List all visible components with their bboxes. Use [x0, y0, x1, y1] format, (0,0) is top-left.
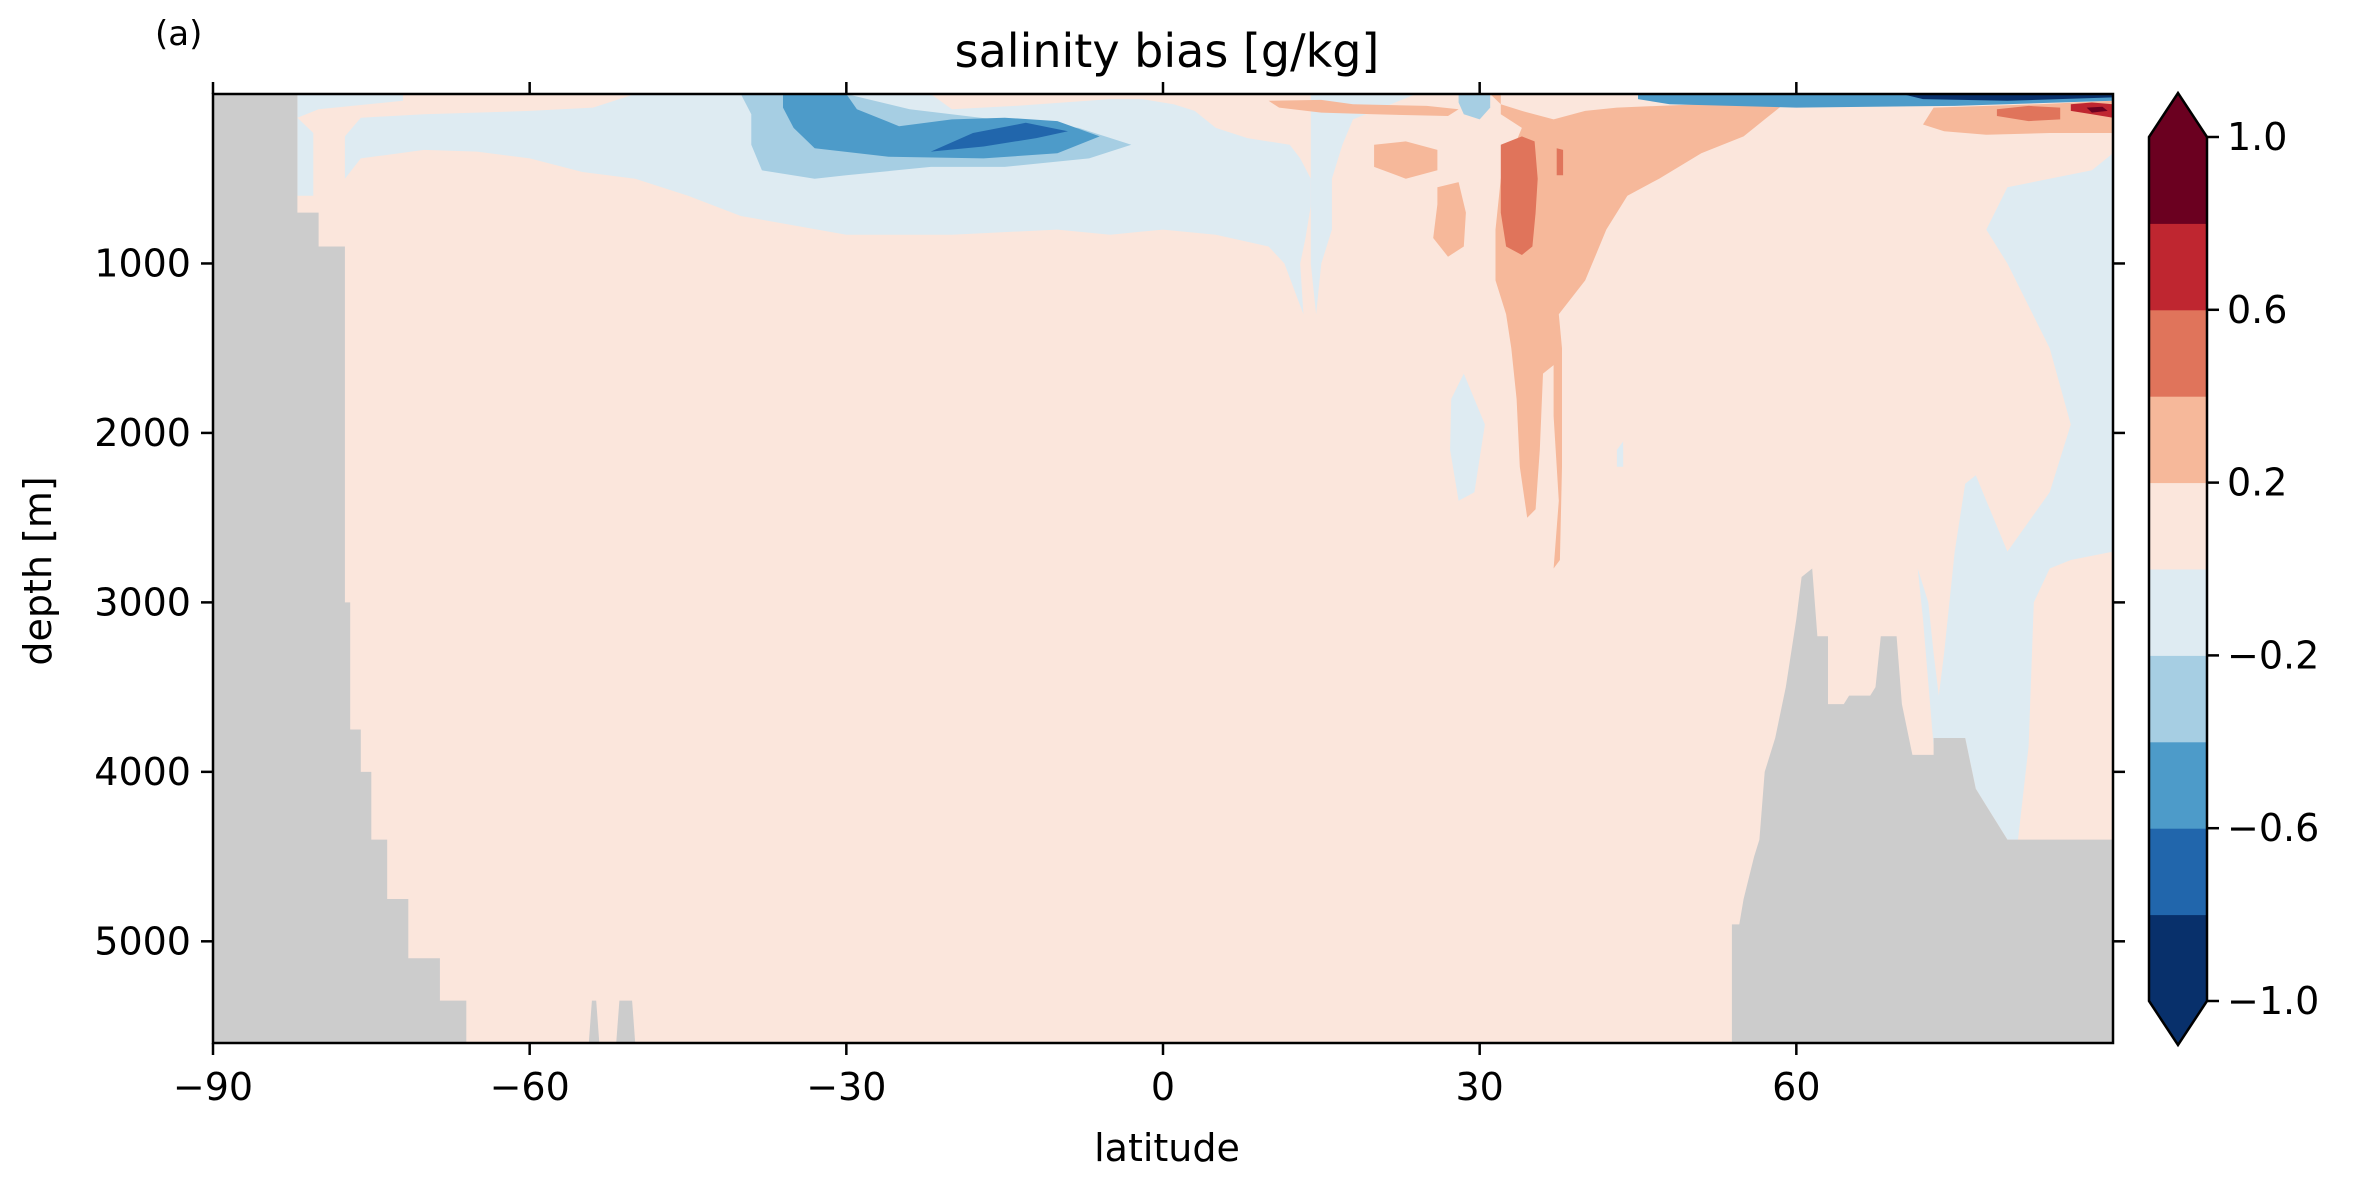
- plot-area: [211, 92, 2115, 1045]
- colorbar-segment: [2149, 309, 2207, 397]
- region-pos-atlantic-upper-3: [1433, 182, 1466, 257]
- colorbar-tick-label: −0.2: [2227, 633, 2319, 677]
- region-pos-north-core: [1996, 105, 2061, 122]
- colorbar-segment: [2149, 741, 2207, 829]
- region-pos-atlantic-core: [1500, 136, 1538, 255]
- colorbar-segment: [2149, 396, 2207, 484]
- region-neg-arctic-surface-thin: [1901, 94, 2113, 101]
- colorbar-segment: [2149, 137, 2207, 224]
- region-neg-43n-spot: [1616, 441, 1624, 467]
- chart-title: salinity bias [g/kg]: [955, 24, 1380, 78]
- colorbar-segment: [2149, 223, 2207, 311]
- colorbar-segment: [2149, 655, 2207, 743]
- contour-regions: [213, 94, 2113, 1043]
- region-neg-core-2: [930, 122, 1068, 152]
- x-tick-label: −60: [490, 1065, 570, 1109]
- x-tick-label: 60: [1772, 1065, 1820, 1109]
- colorbar-tick-label: 1.0: [2227, 115, 2287, 159]
- colorbar-tick-label: −1.0: [2227, 979, 2319, 1023]
- region-antarctic-land: [213, 94, 467, 1043]
- region-ridge-55s: [588, 1000, 600, 1043]
- y-tick-label: 2000: [94, 411, 191, 455]
- region-neg-north-deep: [1917, 153, 2113, 840]
- region-neg-30n-surface: [1458, 94, 1491, 120]
- region-neg-surface-15n: [1310, 94, 1417, 315]
- region-neg-core-1: [783, 94, 1100, 159]
- colorbar-extend-top: [2149, 93, 2207, 137]
- colorbar-tick-label: 0.6: [2227, 288, 2287, 332]
- colorbar-tick-label: 0.2: [2227, 461, 2287, 505]
- x-tick-label: 30: [1455, 1065, 1503, 1109]
- region-neg-band-surface: [297, 94, 403, 196]
- colorbar-tick-label: −0.6: [2227, 806, 2319, 850]
- colorbar-segment: [2149, 828, 2207, 916]
- y-tick-label: 1000: [94, 241, 191, 285]
- colorbar-segment: [2149, 482, 2207, 570]
- colorbar-segment: [2149, 569, 2207, 656]
- region-ridge-51s: [616, 1000, 636, 1043]
- x-tick-label: −30: [806, 1065, 886, 1109]
- region-neg-38n-lobe: [1450, 373, 1485, 501]
- region-arctic-atlantic-land: [1731, 568, 2113, 1043]
- region-pos-atlantic-upper-2: [1374, 141, 1438, 179]
- region-pos-atlantic-core-2: [1556, 148, 1564, 176]
- x-tick-label: −90: [173, 1065, 253, 1109]
- region-pos-surface-10n: [1268, 99, 1459, 116]
- x-axis-label: latitude: [1094, 1126, 1240, 1170]
- y-tick-label: 4000: [94, 750, 191, 794]
- colorbar-extend-bottom: [2149, 1001, 2207, 1045]
- x-tick-label: 0: [1151, 1065, 1175, 1109]
- y-tick-label: 3000: [94, 580, 191, 624]
- y-axis: 1000 2000 3000 4000 5000: [94, 241, 2125, 963]
- colorbar: −1.0 −0.6 −0.2 0.2 0.6 1.0: [2147, 90, 2319, 1048]
- y-tick-label: 5000: [94, 919, 191, 963]
- colorbar-segment: [2149, 914, 2207, 1002]
- y-axis-label: depth [m]: [16, 476, 60, 665]
- panel-label: (a): [155, 14, 202, 54]
- region-pos-north-max: [2086, 106, 2108, 113]
- x-axis: −90 −60 −30 0 30 60: [173, 82, 1821, 1109]
- region-pos-atlantic-upper: [1490, 94, 1782, 569]
